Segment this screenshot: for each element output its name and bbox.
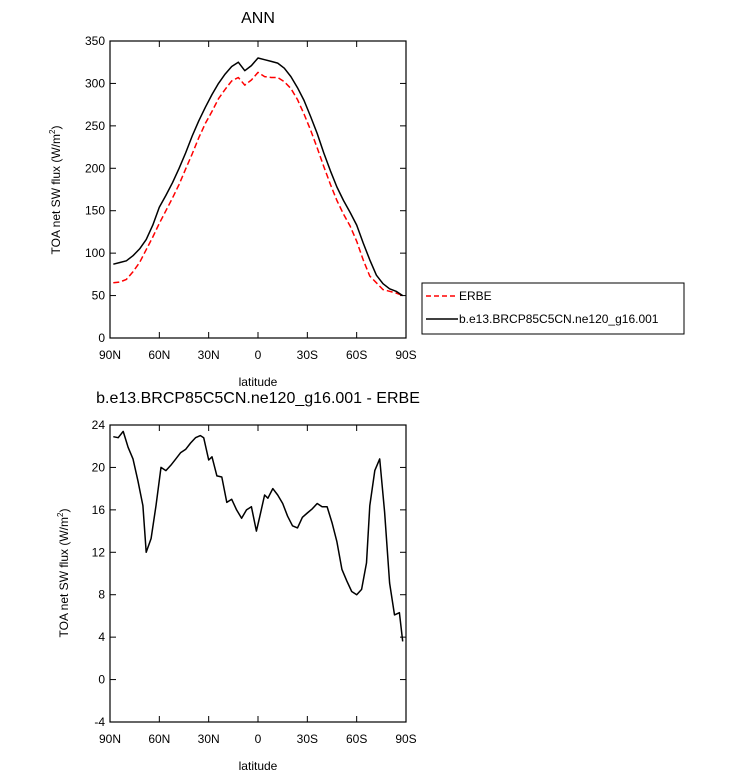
y-tick-label: 100 — [85, 246, 105, 260]
x-tick-label: 30N — [198, 348, 220, 362]
legend-erbe-label: ERBE — [459, 289, 492, 303]
top-plot-frame — [109, 40, 407, 339]
top-x-axis: 90N 60N 30N 0 30S 60S 90S — [99, 41, 417, 362]
top-y-axis-label-sup: 2 — [48, 129, 57, 134]
y-tick-label: -4 — [94, 715, 105, 729]
y-tick-label: 350 — [85, 34, 105, 48]
y-tick-label: 16 — [92, 503, 106, 517]
bottom-y-axis-label-close: ) — [57, 509, 71, 513]
series-line-model — [113, 57, 404, 297]
bottom-x-axis-label: latitude — [239, 759, 278, 773]
top-panel: ANN 0 50 100 150 200 250 300 350 90N 60N 30N 0 30S 6… — [48, 10, 417, 389]
bottom-y-axis-label-sup: 2 — [56, 512, 65, 517]
bottom-plot-frame — [109, 424, 407, 723]
x-tick-label: 60N — [148, 732, 170, 746]
y-tick-label: 50 — [92, 289, 106, 303]
x-tick-label: 30S — [297, 348, 318, 362]
y-tick-label: 12 — [92, 545, 106, 559]
top-y-axis: 0 50 100 150 200 250 300 350 — [85, 34, 406, 345]
bottom-series-group — [113, 430, 404, 642]
x-tick-label: 60S — [346, 732, 367, 746]
bottom-y-axis: -4 0 4 8 12 16 20 24 — [92, 418, 406, 729]
x-tick-label: 0 — [255, 348, 262, 362]
bottom-panel: b.e13.BRCP85C5CN.ne120_g16.001 - ERBE -4… — [56, 390, 420, 773]
y-tick-label: 200 — [85, 161, 105, 175]
y-tick-label: 250 — [85, 119, 105, 133]
y-tick-label: 300 — [85, 76, 105, 90]
top-y-axis-label-main: TOA net SW flux (W/m — [49, 134, 63, 254]
x-tick-label: 60S — [346, 348, 367, 362]
y-tick-label: 0 — [98, 331, 105, 345]
bottom-y-axis-label-main: TOA net SW flux (W/m — [57, 517, 71, 637]
x-tick-label: 90S — [395, 732, 416, 746]
y-tick-label: 4 — [98, 630, 105, 644]
x-tick-label: 90S — [395, 348, 416, 362]
series-line-difference — [113, 430, 404, 642]
legend-box — [421, 282, 685, 335]
x-tick-label: 0 — [255, 732, 262, 746]
x-tick-label: 30N — [198, 732, 220, 746]
legend-model-label: b.e13.BRCP85C5CN.ne120_g16.001 — [459, 312, 659, 326]
y-tick-label: 20 — [92, 460, 106, 474]
x-tick-label: 90N — [99, 348, 121, 362]
legend: ERBE b.e13.BRCP85C5CN.ne120_g16.001 — [421, 282, 685, 335]
top-chart-title: ANN — [241, 10, 275, 27]
y-tick-label: 0 — [98, 673, 105, 687]
top-series-group — [113, 57, 404, 297]
top-y-axis-label-close: ) — [49, 126, 63, 130]
x-tick-label: 90N — [99, 732, 121, 746]
bottom-x-axis: 90N 60N 30N 0 30S 60S 90S — [99, 425, 417, 746]
y-tick-label: 150 — [85, 204, 105, 218]
x-tick-label: 30S — [297, 732, 318, 746]
top-y-axis-label: TOA net SW flux (W/m2) — [48, 126, 63, 255]
y-tick-label: 24 — [92, 418, 106, 432]
bottom-y-axis-label: TOA net SW flux (W/m2) — [56, 509, 71, 638]
x-tick-label: 60N — [148, 348, 170, 362]
bottom-chart-title: b.e13.BRCP85C5CN.ne120_g16.001 - ERBE — [96, 390, 420, 407]
top-x-axis-label: latitude — [239, 375, 278, 389]
y-tick-label: 8 — [98, 588, 105, 602]
series-line-erbe — [113, 71, 403, 297]
